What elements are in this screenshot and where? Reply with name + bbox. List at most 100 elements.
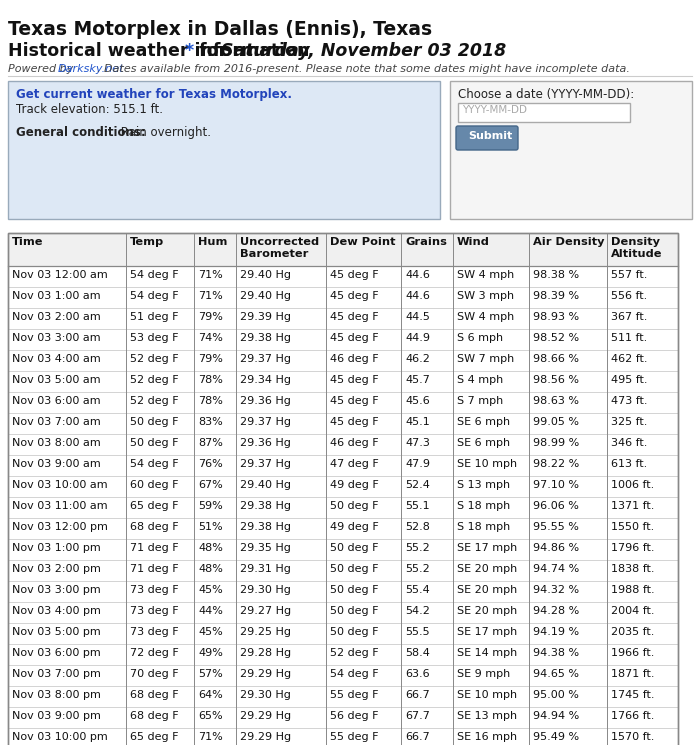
Text: 1988 ft.: 1988 ft. (611, 585, 655, 595)
Text: Time: Time (12, 237, 43, 247)
Bar (8, 434, 678, 455)
Text: 98.56 %: 98.56 % (533, 375, 579, 385)
Text: 54 deg F: 54 deg F (130, 291, 178, 301)
Text: 79%: 79% (198, 312, 223, 322)
Text: 45%: 45% (198, 627, 223, 637)
Text: S 18 mph: S 18 mph (457, 522, 510, 532)
Text: 65 deg F: 65 deg F (130, 732, 178, 742)
Text: 29.36 Hg: 29.36 Hg (240, 438, 291, 448)
Text: Nov 03 12:00 pm: Nov 03 12:00 pm (12, 522, 108, 532)
Text: 98.93 %: 98.93 % (533, 312, 579, 322)
Text: S 13 mph: S 13 mph (457, 480, 510, 490)
Bar (8, 233, 678, 266)
Text: 48%: 48% (198, 543, 223, 553)
Bar (8, 707, 678, 728)
Text: 78%: 78% (198, 396, 223, 406)
Text: YYYY-MM-DD: YYYY-MM-DD (462, 105, 527, 115)
Bar (8, 455, 678, 476)
Text: Choose a date (YYYY-MM-DD):: Choose a date (YYYY-MM-DD): (458, 88, 634, 101)
Text: 52 deg F: 52 deg F (130, 396, 178, 406)
Text: 495 ft.: 495 ft. (611, 375, 648, 385)
Text: 29.29 Hg: 29.29 Hg (240, 711, 291, 721)
Bar (450, 81, 692, 219)
Bar (8, 644, 678, 665)
Text: 29.35 Hg: 29.35 Hg (240, 543, 291, 553)
Text: 1550 ft.: 1550 ft. (611, 522, 655, 532)
Text: SE 13 mph: SE 13 mph (457, 711, 517, 721)
Bar (8, 728, 678, 745)
Text: 98.22 %: 98.22 % (533, 459, 580, 469)
Text: 63.6: 63.6 (405, 669, 430, 679)
Bar (8, 266, 678, 287)
Text: 29.34 Hg: 29.34 Hg (240, 375, 291, 385)
Text: Nov 03 8:00 pm: Nov 03 8:00 pm (12, 690, 101, 700)
Text: Air Density: Air Density (533, 237, 605, 247)
Text: 29.40 Hg: 29.40 Hg (240, 291, 291, 301)
Text: 52 deg F: 52 deg F (130, 375, 178, 385)
Text: Nov 03 11:00 am: Nov 03 11:00 am (12, 501, 108, 511)
Text: 78%: 78% (198, 375, 223, 385)
Text: 54.2: 54.2 (405, 606, 430, 616)
Text: 47.9: 47.9 (405, 459, 430, 469)
Text: 55 deg F: 55 deg F (330, 690, 379, 700)
Text: Uncorrected
Barometer: Uncorrected Barometer (240, 237, 319, 259)
Text: 29.31 Hg: 29.31 Hg (240, 564, 291, 574)
Text: 50 deg F: 50 deg F (330, 543, 379, 553)
Text: 94.28 %: 94.28 % (533, 606, 580, 616)
Text: 67.7: 67.7 (405, 711, 430, 721)
Text: Nov 03 6:00 pm: Nov 03 6:00 pm (12, 648, 101, 658)
Text: 46 deg F: 46 deg F (330, 438, 379, 448)
Text: 1371 ft.: 1371 ft. (611, 501, 655, 511)
Text: SW 4 mph: SW 4 mph (457, 312, 514, 322)
Text: 53 deg F: 53 deg F (130, 333, 178, 343)
Text: SE 14 mph: SE 14 mph (457, 648, 517, 658)
Text: 55.2: 55.2 (405, 543, 430, 553)
Text: General conditions:: General conditions: (16, 126, 146, 139)
Text: 54 deg F: 54 deg F (130, 459, 178, 469)
Text: SW 4 mph: SW 4 mph (457, 270, 514, 280)
Text: 29.25 Hg: 29.25 Hg (240, 627, 291, 637)
Text: Historical weather information: Historical weather information (8, 42, 309, 60)
Text: 1838 ft.: 1838 ft. (611, 564, 655, 574)
Text: Dew Point: Dew Point (330, 237, 396, 247)
Text: SE 16 mph: SE 16 mph (457, 732, 517, 742)
Text: 29.38 Hg: 29.38 Hg (240, 522, 291, 532)
Bar (8, 581, 678, 602)
Bar (8, 560, 678, 581)
Bar (8, 539, 678, 560)
Text: Texas Motorplex in Dallas (Ennis), Texas: Texas Motorplex in Dallas (Ennis), Texas (8, 20, 432, 39)
FancyBboxPatch shape (456, 126, 518, 150)
Text: 29.38 Hg: 29.38 Hg (240, 333, 291, 343)
Text: 44.5: 44.5 (405, 312, 430, 322)
Text: 49%: 49% (198, 648, 223, 658)
Text: 94.65 %: 94.65 % (533, 669, 579, 679)
Text: SE 6 mph: SE 6 mph (457, 438, 510, 448)
Text: 325 ft.: 325 ft. (611, 417, 648, 427)
Text: 94.86 %: 94.86 % (533, 543, 579, 553)
Text: 58.4: 58.4 (405, 648, 430, 658)
Text: Nov 03 4:00 am: Nov 03 4:00 am (12, 354, 101, 364)
Bar (8, 518, 678, 539)
Text: Saturday, November 03 2018: Saturday, November 03 2018 (221, 42, 506, 60)
Text: 59%: 59% (198, 501, 223, 511)
Text: Rain overnight.: Rain overnight. (117, 126, 211, 139)
Text: Wind: Wind (457, 237, 490, 247)
Text: SE 20 mph: SE 20 mph (457, 564, 517, 574)
Text: 67%: 67% (198, 480, 223, 490)
Text: 462 ft.: 462 ft. (611, 354, 648, 364)
Text: Nov 03 12:00 am: Nov 03 12:00 am (12, 270, 108, 280)
Text: 71 deg F: 71 deg F (130, 543, 178, 553)
Text: 50 deg F: 50 deg F (330, 501, 379, 511)
Text: Hum: Hum (198, 237, 228, 247)
Text: 44.6: 44.6 (405, 291, 430, 301)
Text: Nov 03 7:00 pm: Nov 03 7:00 pm (12, 669, 101, 679)
Text: 45.7: 45.7 (405, 375, 430, 385)
Text: 54 deg F: 54 deg F (130, 270, 178, 280)
Text: 29.39 Hg: 29.39 Hg (240, 312, 291, 322)
Text: 94.19 %: 94.19 % (533, 627, 579, 637)
Text: 52 deg F: 52 deg F (330, 648, 379, 658)
Text: 49 deg F: 49 deg F (330, 480, 379, 490)
Text: Powered by: Powered by (8, 64, 77, 74)
Text: 65%: 65% (198, 711, 223, 721)
Text: SE 17 mph: SE 17 mph (457, 543, 517, 553)
